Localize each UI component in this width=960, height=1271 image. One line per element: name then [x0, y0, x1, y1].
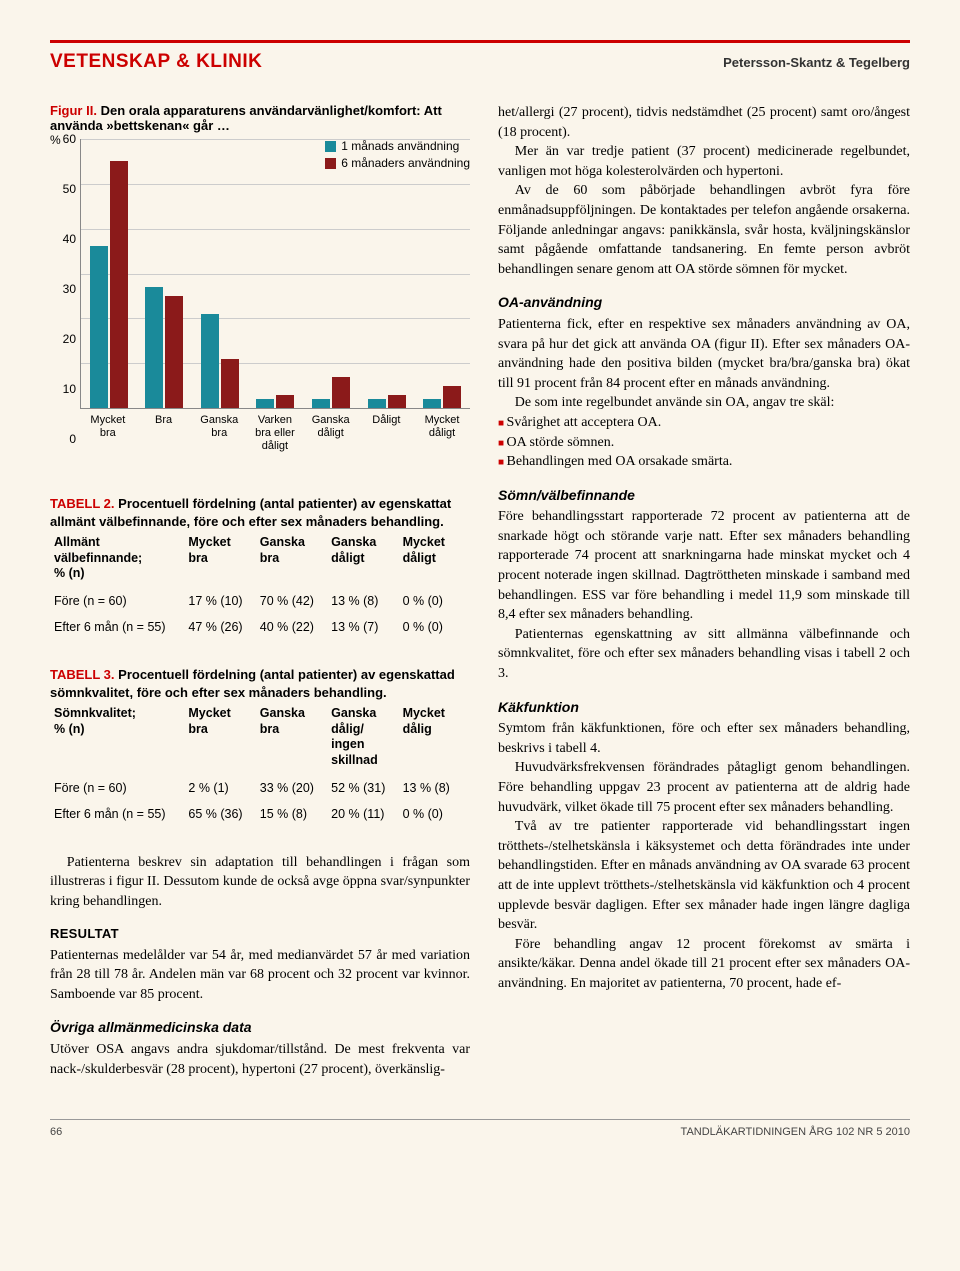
- ovriga-heading: Övriga allmänmedicinska data: [50, 1018, 470, 1038]
- legend-swatch-1: [325, 141, 336, 152]
- table3: Sömnkvalitet;% (n)MycketbraGanskabraGans…: [50, 702, 470, 827]
- table2: Allmänt välbefinnande;% (n)MycketbraGans…: [50, 531, 470, 640]
- journal-info: TANDLÄKARTIDNINGEN ÅRG 102 NR 5 2010: [681, 1126, 910, 1138]
- table3-title: TABELL 3. Procentuell fördelning (antal …: [50, 666, 470, 701]
- bar-chart: % 0102030405060 Mycket braBraGanska braV…: [50, 139, 470, 469]
- figure-title: Figur II. Den orala apparaturens använda…: [50, 103, 470, 133]
- bullet-list: Svårighet att acceptera OA.OA störde söm…: [498, 413, 910, 472]
- legend-label-2: 6 månaders användning: [341, 156, 470, 170]
- kak-heading: Käkfunktion: [498, 698, 910, 718]
- legend-swatch-2: [325, 158, 336, 169]
- section-header: VETENSKAP & KLINIK: [50, 51, 262, 73]
- left-body: Patienterna beskrev sin adaptation till …: [50, 853, 470, 1080]
- oa-heading: OA-användning: [498, 293, 910, 313]
- right-column: het/allergi (27 procent), tidvis nedstäm…: [498, 103, 910, 1079]
- resultat-heading: RESULTAT: [50, 925, 470, 943]
- table2-title: TABELL 2. Procentuell fördelning (antal …: [50, 495, 470, 530]
- legend-label-1: 1 månads användning: [341, 139, 459, 153]
- chart-legend: 1 månads användning 6 månaders användnin…: [325, 139, 470, 173]
- somn-heading: Sömn/välbefinnande: [498, 486, 910, 506]
- authors: Petersson-Skantz & Tegelberg: [723, 55, 910, 70]
- page-number: 66: [50, 1126, 62, 1138]
